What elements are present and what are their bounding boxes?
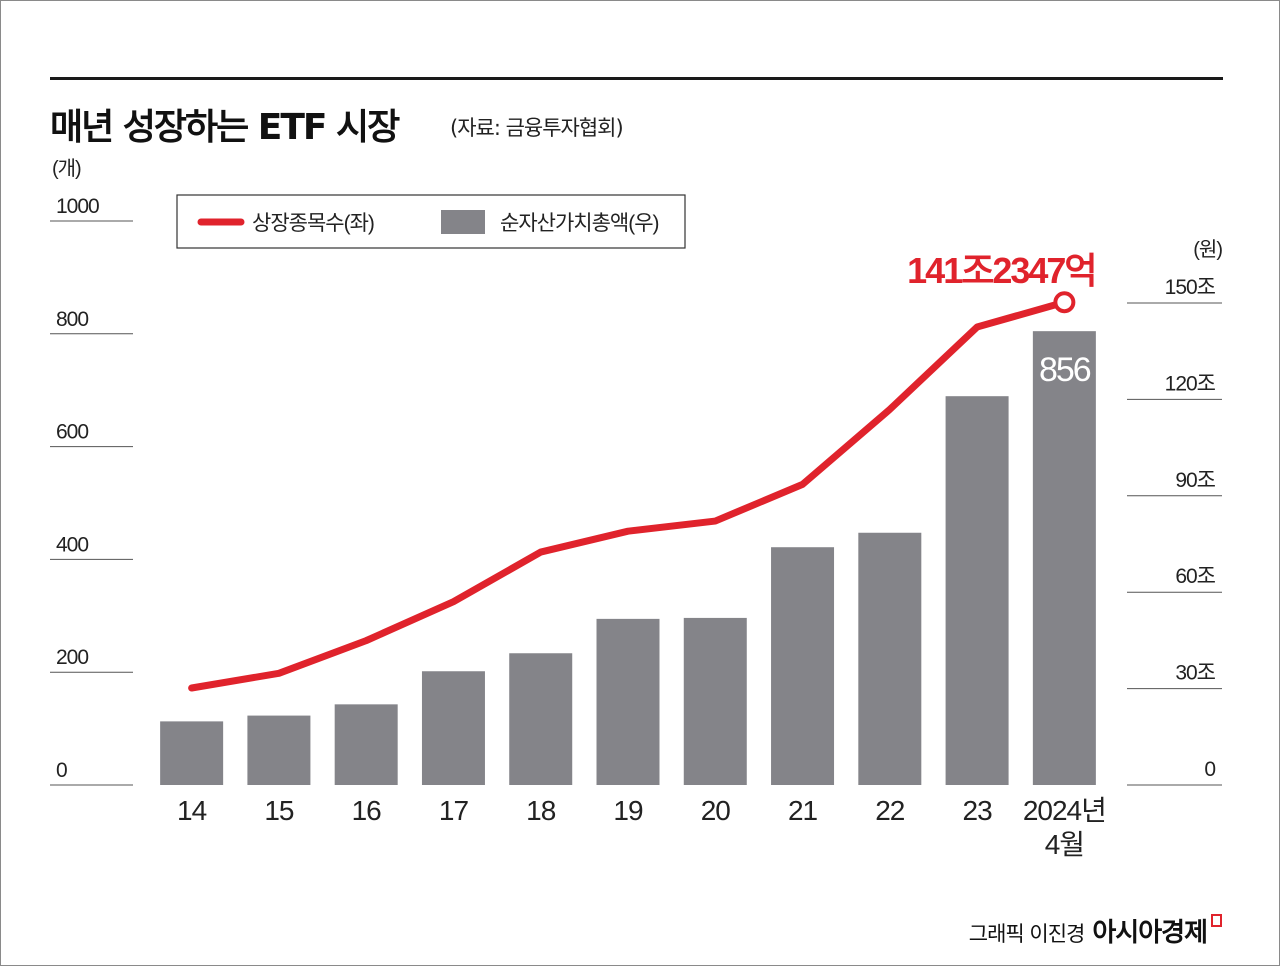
bar (858, 532, 922, 785)
x-tick-label: 22 (875, 795, 905, 826)
credit-graphic-author: 그래픽 이진경 (968, 922, 1086, 946)
left-axis-tick-label: 600 (56, 421, 88, 444)
chart-source: (자료: 금융투자협회) (450, 116, 624, 140)
credit-brand-logo: 아시아경제 (1092, 918, 1208, 948)
bar (421, 671, 485, 785)
line-end-marker (1053, 291, 1076, 314)
bar (334, 704, 398, 785)
bar (596, 618, 660, 785)
x-tick-label: 17 (439, 795, 469, 826)
left-axis-unit: (개) (52, 157, 81, 180)
line-path (188, 298, 1068, 692)
x-tick-label: 18 (526, 795, 556, 826)
bar-end-value-label: 856 (1039, 351, 1091, 389)
x-axis-labels: 14 15 16 17 18 19 20 21 22 23 2024년 4월 (177, 795, 1107, 860)
x-tick-label: 14 (177, 795, 207, 826)
left-axis-tick-label: 1000 (56, 195, 99, 218)
chart-title: 매년 성장하는 ETF 시장 (50, 107, 400, 148)
left-axis-tick-label: 200 (56, 646, 88, 669)
title-rule (50, 77, 1223, 80)
right-axis-tick-label: 120조 (1165, 372, 1216, 395)
bar (771, 547, 835, 785)
right-axis-tick-label: 0 (1204, 758, 1215, 781)
x-tick-label: 15 (264, 795, 294, 826)
bar (945, 396, 1009, 785)
line-series (188, 291, 1076, 692)
right-axis-unit: (원) (1193, 238, 1222, 261)
x-tick-label: 21 (788, 795, 818, 826)
legend-line-label: 상장종목수(좌) (252, 212, 374, 235)
bar (509, 653, 573, 785)
right-axis-tick-label: 150조 (1165, 276, 1216, 299)
brand-mark-icon (1211, 914, 1222, 927)
left-axis-tick-label: 0 (56, 759, 67, 782)
legend: 상장종목수(좌) 순자산가치총액(우) (176, 194, 686, 249)
annotations: 141조2347억 856 (907, 250, 1097, 389)
right-axis-tick-label: 90조 (1175, 469, 1215, 492)
legend-box (176, 194, 686, 249)
right-axis: (원) 150조 120조 90조 60조 30조 0 (1127, 238, 1223, 786)
bar (247, 715, 311, 785)
left-axis-tick-label: 800 (56, 308, 88, 331)
x-tick-label: 20 (701, 795, 731, 826)
x-tick-label: 2024년 4월 (1023, 795, 1106, 860)
right-axis-tick-label: 60조 (1175, 565, 1215, 588)
bar-series (160, 331, 1096, 785)
legend-bar-label: 순자산가치총액(우) (500, 212, 659, 235)
bar (683, 617, 747, 785)
x-tick-label: 19 (613, 795, 643, 826)
x-tick-label: 23 (963, 795, 993, 826)
bar (1032, 331, 1096, 785)
line-end-value-label: 141조2347억 (907, 250, 1095, 291)
legend-bar-swatch (441, 210, 485, 234)
x-tick-label: 16 (352, 795, 382, 826)
credit: 그래픽 이진경 아시아경제 (969, 912, 1222, 949)
left-axis: (개) 1000 800 600 400 200 0 (50, 157, 133, 786)
left-axis-tick-label: 400 (56, 533, 88, 556)
right-axis-tick-label: 30조 (1175, 662, 1215, 685)
bar (160, 721, 224, 785)
